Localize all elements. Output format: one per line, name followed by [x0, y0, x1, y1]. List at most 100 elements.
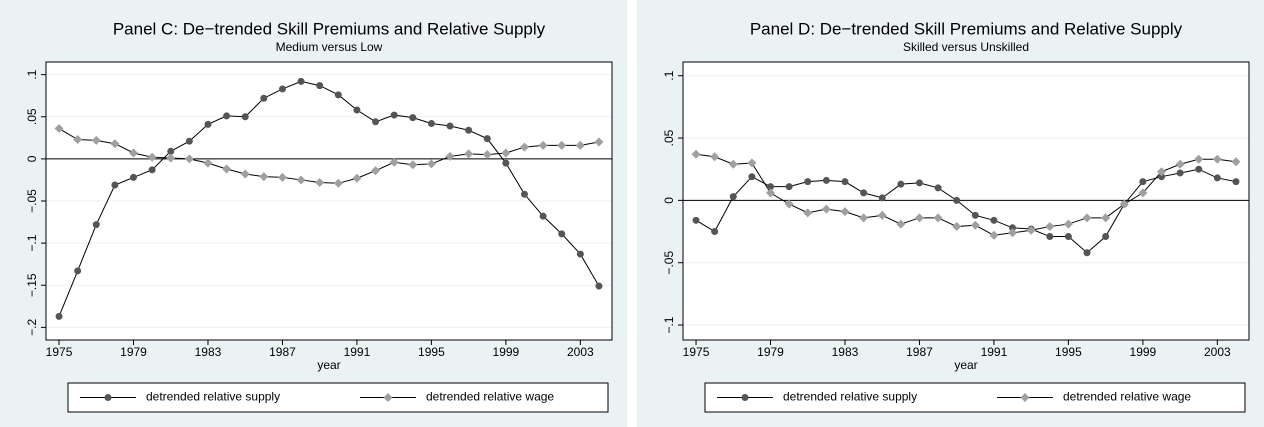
marker [860, 189, 868, 197]
marker [1083, 249, 1091, 257]
x-tick-label: 1979 [757, 345, 784, 359]
marker [91, 135, 101, 145]
marker [297, 77, 305, 85]
y-tick-label: .05 [662, 129, 676, 146]
marker [747, 158, 757, 168]
marker [240, 169, 250, 179]
chart-subtitle: Medium versus Low [276, 40, 383, 54]
marker [1119, 199, 1129, 209]
marker [767, 183, 775, 191]
marker [519, 142, 529, 152]
legend-marker [104, 394, 112, 401]
marker [1213, 174, 1221, 182]
marker [785, 183, 793, 191]
marker [353, 106, 361, 114]
legend-marker [741, 394, 749, 401]
marker [804, 178, 812, 186]
y-tick-label: .1 [25, 69, 39, 79]
marker [1082, 213, 1092, 223]
marker [840, 207, 850, 217]
marker [260, 94, 268, 102]
y-tick-label: 0 [662, 197, 676, 204]
marker [915, 179, 923, 187]
marker [409, 114, 417, 122]
marker [427, 119, 435, 127]
x-tick-label: 1987 [269, 345, 296, 359]
marker [897, 180, 905, 188]
y-tick-label: −.05 [662, 251, 676, 275]
marker [710, 152, 720, 162]
marker [1156, 167, 1166, 177]
marker [1045, 222, 1055, 232]
marker [278, 85, 286, 93]
marker [501, 148, 511, 158]
marker [73, 135, 83, 145]
marker [203, 158, 213, 168]
plot-frame [682, 61, 1250, 341]
marker [55, 312, 63, 320]
y-tick-label: −.2 [25, 319, 39, 336]
legend-label: detrended relative wage [426, 390, 554, 404]
marker [445, 151, 455, 161]
y-tick-label: −.1 [662, 316, 676, 333]
marker [934, 184, 942, 192]
marker [594, 137, 604, 147]
marker [859, 213, 869, 223]
marker [483, 135, 491, 143]
marker [691, 149, 701, 159]
marker [204, 120, 212, 128]
marker [1176, 169, 1184, 177]
marker [92, 221, 100, 229]
marker [372, 118, 380, 126]
x-tick-label: 1991 [344, 345, 371, 359]
marker [990, 216, 998, 224]
x-axis-title: year [317, 358, 340, 372]
marker [729, 193, 737, 201]
marker [408, 160, 418, 170]
marker [1026, 225, 1036, 235]
marker [1231, 157, 1241, 167]
marker [520, 190, 528, 198]
legend-label: detrended relative supply [783, 390, 917, 404]
marker [821, 204, 831, 214]
marker [711, 228, 719, 236]
marker [110, 139, 120, 149]
marker [130, 173, 138, 181]
marker [595, 282, 603, 290]
legend-marker [1020, 393, 1030, 402]
x-tick-label: 2003 [1204, 345, 1231, 359]
marker [1063, 219, 1073, 229]
panel: Panel C: De−trended Skill Premiums and R… [0, 0, 627, 427]
marker [166, 153, 176, 163]
marker [692, 216, 700, 224]
marker [296, 175, 306, 185]
marker [464, 149, 474, 159]
marker [223, 112, 231, 120]
x-tick-label: 1983 [195, 345, 222, 359]
y-tick-label: −.1 [25, 234, 39, 251]
marker [315, 177, 325, 187]
marker [1102, 233, 1110, 241]
x-tick-label: 1975 [683, 345, 710, 359]
x-tick-label: 1987 [906, 345, 933, 359]
marker [748, 173, 756, 181]
marker [538, 140, 548, 150]
marker [167, 147, 175, 155]
marker [389, 157, 399, 167]
marker [147, 152, 157, 162]
marker [539, 212, 547, 220]
marker [446, 122, 454, 130]
marker [877, 210, 887, 220]
marker [333, 178, 343, 188]
x-tick-label: 1999 [493, 345, 520, 359]
marker [558, 230, 566, 238]
marker [390, 111, 398, 119]
marker [822, 176, 830, 184]
legend-marker [383, 393, 393, 402]
marker [1139, 178, 1147, 186]
x-tick-label: 2003 [567, 345, 594, 359]
marker [1232, 178, 1240, 186]
marker [1101, 213, 1111, 223]
marker [971, 211, 979, 219]
marker [989, 230, 999, 240]
